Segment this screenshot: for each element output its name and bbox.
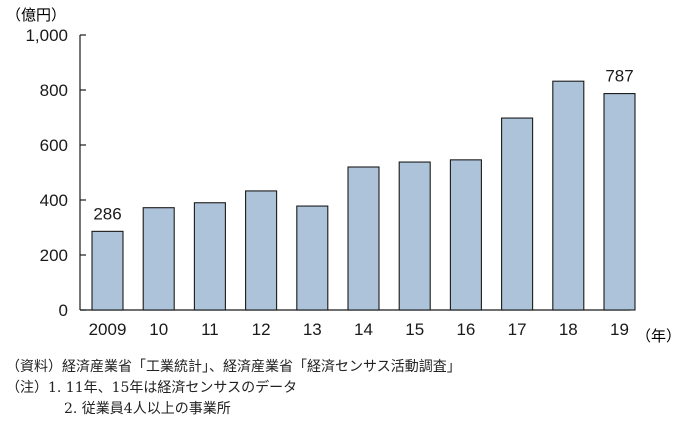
chart-notes: （資料）経済産業省「工業統計」、経済産業省「経済センサス活動調査」 （注）1. … <box>6 357 461 420</box>
data-label: 787 <box>605 67 633 86</box>
bar-11 <box>193 202 226 311</box>
data-labels: 286 787 <box>93 67 633 224</box>
x-tick-label: 15 <box>405 320 424 339</box>
y-tick-label: 800 <box>40 81 68 100</box>
bars <box>91 80 636 311</box>
source-note: （資料）経済産業省「工業統計」、経済産業省「経済センサス活動調査」 <box>6 359 461 375</box>
bar-17 <box>501 117 534 311</box>
bar-12 <box>245 190 278 311</box>
bar-13 <box>296 205 329 311</box>
x-tick-label: 18 <box>559 320 578 339</box>
y-axis: 0 200 400 600 800 1,000 <box>25 26 630 320</box>
bar-18 <box>552 80 585 311</box>
note-1: （注）1. 11年、15年は経済センサスのデータ <box>6 380 298 396</box>
y-tick-label: 200 <box>40 246 68 265</box>
bar-chart: （億円） （年） 0 200 400 600 800 1,000 2009 10 11 12 13… <box>6 6 681 345</box>
x-tick-label: 14 <box>354 320 373 339</box>
x-tick-label: 19 <box>610 320 629 339</box>
y-tick-label: 600 <box>40 136 68 155</box>
bar-14 <box>347 166 380 311</box>
bar-16 <box>449 159 482 311</box>
x-tick-label: 13 <box>303 320 322 339</box>
bar-15 <box>398 161 431 311</box>
x-tick-label: 2009 <box>89 320 127 339</box>
note-2: 2. 従業員4人以上の事業所 <box>64 401 231 417</box>
x-tick-label: 11 <box>201 320 219 339</box>
y-axis-unit-label: （億円） <box>6 6 66 24</box>
data-label: 286 <box>93 204 121 223</box>
y-tick-label: 0 <box>59 301 68 320</box>
y-tick-label: 400 <box>40 191 68 210</box>
x-tick-label: 12 <box>252 320 271 339</box>
x-tick-label: 17 <box>508 320 527 339</box>
bar-10 <box>142 207 175 311</box>
x-tick-label: 10 <box>149 320 168 339</box>
bar-2009 <box>91 230 124 311</box>
x-tick-label: 16 <box>456 320 475 339</box>
y-tick-label: 1,000 <box>25 26 68 45</box>
x-axis-tick-labels: 2009 10 11 12 13 14 15 16 17 18 19 <box>89 320 629 339</box>
x-axis-unit-label: （年） <box>636 327 681 345</box>
bar-19 <box>603 93 636 311</box>
